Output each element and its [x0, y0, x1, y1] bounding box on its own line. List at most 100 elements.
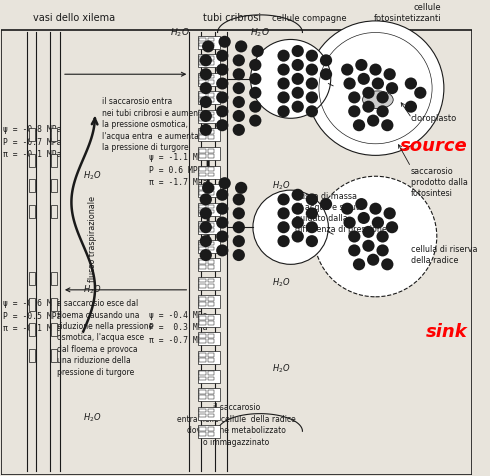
Bar [199, 56, 206, 60]
Bar [198, 351, 220, 364]
Bar [199, 408, 206, 412]
Circle shape [348, 244, 361, 257]
Bar [29, 179, 35, 192]
Circle shape [249, 59, 262, 71]
Circle shape [405, 78, 417, 89]
Bar [199, 265, 206, 269]
Circle shape [384, 208, 396, 219]
Circle shape [405, 100, 417, 113]
Bar [208, 395, 214, 399]
Bar [198, 221, 220, 234]
Circle shape [414, 87, 426, 99]
Bar [51, 298, 57, 311]
Bar [199, 358, 206, 362]
Text: il saccarosio
entra nelle cellule  della radice
dove viene metabolizzato
o immag: il saccarosio entra nelle cellule della … [177, 404, 296, 447]
Circle shape [199, 82, 212, 94]
Circle shape [216, 230, 228, 243]
Circle shape [362, 226, 374, 238]
Circle shape [216, 244, 228, 257]
Bar [208, 117, 214, 120]
Text: saccarosio
prodotto dalla
fotosintesi: saccarosio prodotto dalla fotosintesi [411, 167, 468, 198]
Bar [208, 136, 214, 139]
Circle shape [314, 176, 437, 297]
Bar [199, 395, 206, 399]
Bar [199, 172, 206, 176]
Text: H$_2$O: H$_2$O [170, 26, 190, 39]
Bar [208, 284, 214, 288]
Circle shape [353, 119, 365, 131]
Circle shape [199, 221, 212, 233]
Circle shape [384, 68, 396, 80]
Circle shape [306, 78, 318, 89]
Circle shape [199, 96, 212, 108]
Bar [199, 61, 206, 65]
Circle shape [306, 105, 318, 118]
Circle shape [376, 244, 389, 257]
Bar [199, 186, 206, 189]
Bar [199, 321, 206, 325]
Circle shape [202, 182, 214, 194]
Circle shape [216, 50, 228, 62]
Bar [29, 323, 35, 336]
Bar [51, 154, 57, 167]
Circle shape [306, 235, 318, 247]
Bar [199, 154, 206, 158]
Circle shape [199, 249, 212, 261]
Circle shape [320, 54, 332, 66]
Circle shape [376, 230, 389, 243]
Circle shape [277, 91, 290, 103]
Circle shape [277, 193, 290, 206]
Bar [208, 168, 214, 171]
Bar [199, 334, 206, 338]
Circle shape [235, 40, 247, 52]
Circle shape [348, 91, 361, 103]
Text: flusso traspirazionale: flusso traspirazionale [88, 196, 97, 282]
Bar [199, 228, 206, 232]
Bar [198, 333, 220, 346]
Bar [198, 258, 220, 271]
Bar [208, 112, 214, 116]
Circle shape [216, 119, 228, 131]
Bar [199, 279, 206, 282]
Bar [208, 279, 214, 282]
Bar [199, 205, 206, 208]
Bar [208, 414, 214, 417]
Bar [198, 91, 220, 104]
Text: il saccarosio entra
nei tubi cribrosi e aumenta
la pressione osmotica,
l'acqua e: il saccarosio entra nei tubi cribrosi e … [102, 98, 206, 152]
Bar [199, 191, 206, 195]
Circle shape [233, 208, 245, 219]
Circle shape [199, 193, 212, 206]
Circle shape [199, 110, 212, 122]
Circle shape [355, 198, 368, 210]
Bar [51, 323, 57, 336]
Bar [208, 297, 214, 301]
Bar [29, 154, 35, 167]
Bar [208, 358, 214, 362]
Circle shape [358, 73, 370, 85]
Circle shape [199, 208, 212, 219]
Bar [199, 149, 206, 153]
Bar [208, 205, 214, 208]
Bar [208, 61, 214, 65]
Circle shape [233, 249, 245, 261]
Bar [199, 432, 206, 436]
Bar [208, 209, 214, 213]
Circle shape [292, 100, 304, 113]
Text: ψ = -0.6 MPa
P = -0.5 MPa
π = -0.1 MPa: ψ = -0.6 MPa P = -0.5 MPa π = -0.1 MPa [3, 299, 62, 333]
Bar [208, 191, 214, 195]
Bar [208, 353, 214, 357]
Bar [208, 154, 214, 158]
Circle shape [233, 221, 245, 233]
Text: H$_2$O: H$_2$O [83, 284, 102, 296]
Bar [199, 38, 206, 41]
Text: tubi cribrosi: tubi cribrosi [203, 13, 261, 23]
Circle shape [233, 96, 245, 108]
Bar [199, 247, 206, 250]
Bar [199, 371, 206, 375]
Circle shape [216, 64, 228, 76]
Circle shape [367, 115, 379, 127]
Bar [208, 334, 214, 338]
Circle shape [251, 45, 264, 57]
Circle shape [216, 217, 228, 228]
Text: vasi dello xilema: vasi dello xilema [33, 13, 115, 23]
